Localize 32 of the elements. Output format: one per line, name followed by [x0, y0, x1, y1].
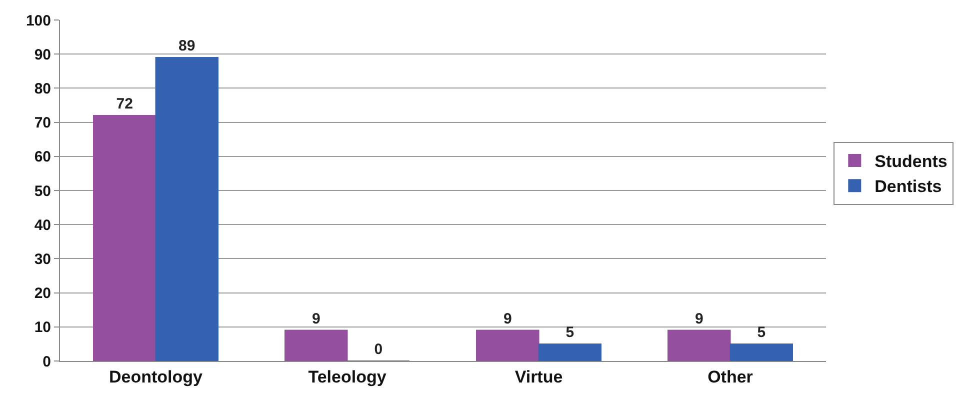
x-tick-label: Other — [708, 367, 754, 386]
data-label: 72 — [116, 95, 133, 112]
y-tick-label: 90 — [34, 46, 51, 64]
legend-label: Dentists — [874, 177, 942, 196]
bar — [730, 343, 793, 361]
bar — [155, 57, 218, 361]
data-label: 9 — [503, 310, 512, 328]
y-tick-label: 80 — [34, 80, 51, 98]
y-tick-label: 100 — [26, 12, 51, 30]
bar — [538, 343, 602, 361]
y-tick-label: 0 — [42, 353, 51, 370]
bar — [284, 330, 348, 361]
bar — [476, 330, 540, 361]
y-tick-label: 10 — [34, 319, 51, 336]
data-label: 0 — [374, 341, 383, 358]
legend-label: Students — [874, 152, 948, 172]
x-tick-label: Deontology — [109, 367, 204, 386]
bar — [668, 330, 731, 361]
data-label: 9 — [312, 310, 320, 328]
y-tick-label: 50 — [34, 182, 51, 200]
y-tick-label: 70 — [34, 114, 51, 132]
data-label: 9 — [694, 310, 704, 328]
data-label: 5 — [757, 324, 766, 341]
data-label: 5 — [566, 324, 574, 341]
data-label: 89 — [178, 38, 196, 55]
y-tick-label: 60 — [34, 148, 51, 166]
x-tick-label: Teleology — [308, 367, 387, 386]
bar — [93, 114, 156, 361]
y-tick-label: 30 — [34, 250, 51, 268]
y-tick-label: 20 — [34, 285, 51, 302]
x-tick-label: Virtue — [514, 367, 563, 386]
y-tick-label: 40 — [34, 216, 51, 234]
